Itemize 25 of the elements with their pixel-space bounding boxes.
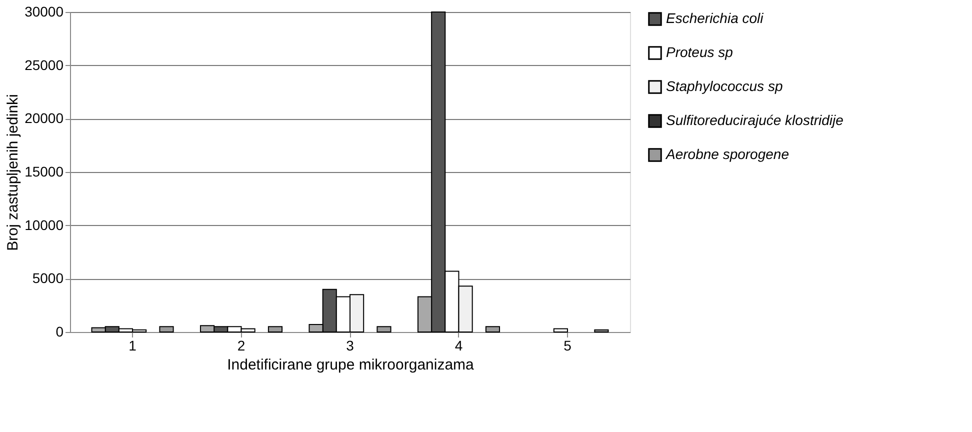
x-tick-label: 1 xyxy=(128,338,137,354)
legend-label: Staphylococcus sp xyxy=(666,78,783,94)
bar xyxy=(376,326,392,332)
y-tick-label: 0 xyxy=(56,324,64,340)
y-tick-label: 30000 xyxy=(24,4,64,20)
x-axis-title: Indetificirane grupe mikroorganizama xyxy=(227,356,475,374)
y-tick-label: 20000 xyxy=(24,110,64,126)
bar xyxy=(553,328,568,332)
legend-label: Sulfitoreducirajuće klostridije xyxy=(666,112,844,128)
x-tick-label: 3 xyxy=(346,338,354,354)
y-axis-title: Broj zastupljenih jedinki xyxy=(4,94,22,251)
bar xyxy=(268,326,283,332)
y-tick-label: 10000 xyxy=(24,216,64,233)
legend-label: Escherichia coli xyxy=(666,10,764,26)
y-tick-label: 15000 xyxy=(24,164,64,180)
x-tick-label: 2 xyxy=(237,338,246,354)
bar xyxy=(159,326,174,332)
x-tick-label: 4 xyxy=(454,338,463,354)
y-tick-label: 25000 xyxy=(24,56,64,73)
x-tick-label: 5 xyxy=(564,338,572,354)
bar xyxy=(594,329,609,332)
bar xyxy=(485,326,500,332)
legend-label: Proteus sp xyxy=(666,44,734,60)
legend-label: Aerobne sporogene xyxy=(665,146,790,162)
y-tick-label: 5000 xyxy=(32,270,64,286)
